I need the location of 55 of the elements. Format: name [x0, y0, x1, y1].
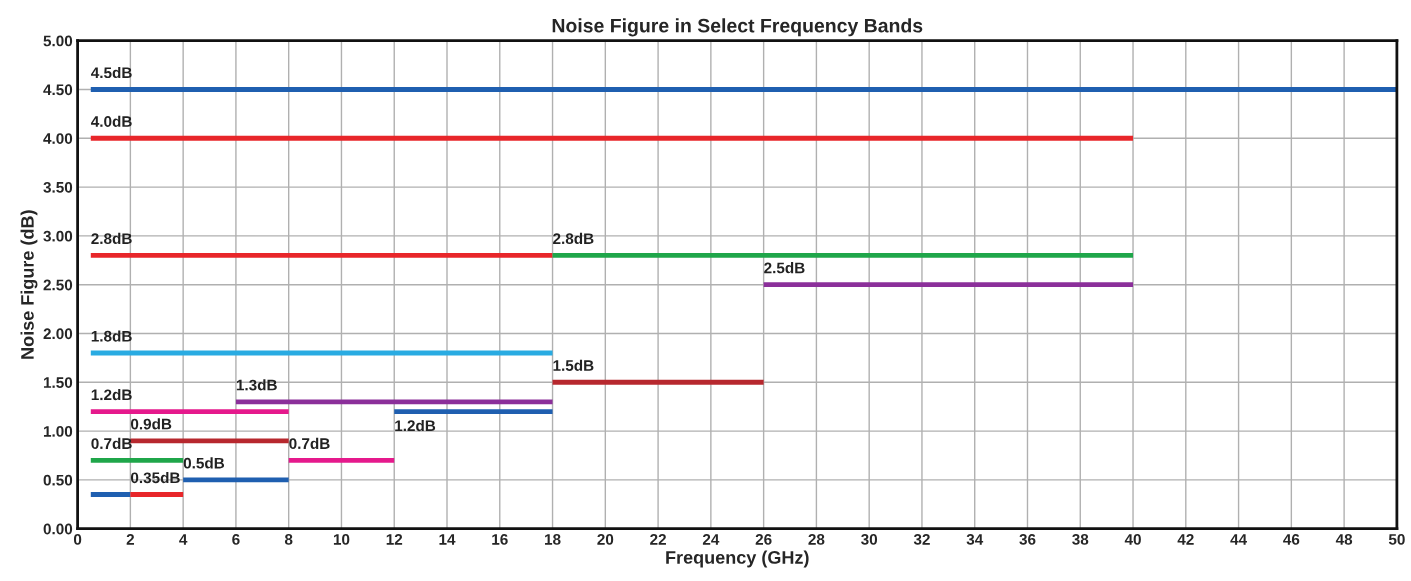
x-tick-label: 4	[179, 534, 188, 545]
data-label: 0.5dB	[183, 457, 225, 469]
data-label: 0.9dB	[130, 418, 172, 430]
x-tick-label: 14	[439, 534, 456, 545]
data-label: 4.0dB	[91, 115, 132, 127]
y-tick-label: 4.50	[43, 84, 73, 96]
x-tick-label: 48	[1335, 533, 1353, 545]
x-tick-label: 16	[492, 533, 508, 545]
data-label: 1.2dB	[91, 389, 132, 401]
x-tick-label: 8	[284, 533, 293, 545]
x-tick-label: 50	[1388, 533, 1405, 545]
x-axis-title: Frequency (GHz)	[666, 550, 809, 568]
x-tick-label: 10	[333, 533, 350, 545]
data-label: 1.5dB	[553, 359, 594, 371]
x-tick-label: 38	[1072, 533, 1089, 545]
y-tick-label: 5.00	[43, 35, 73, 47]
x-tick-label: 2	[126, 533, 135, 545]
chart-title: Noise Figure in Select Frequency Bands	[552, 18, 923, 37]
x-tick-label: 28	[808, 533, 825, 545]
x-tick-label: 20	[597, 533, 614, 545]
x-tick-label: 34	[966, 533, 984, 545]
y-tick-label: 3.50	[43, 181, 73, 193]
x-tick-label: 26	[755, 533, 772, 545]
x-tick-label: 12	[386, 533, 403, 545]
y-tick-label: 0.50	[43, 474, 73, 486]
data-label: 1.2dB	[395, 419, 436, 432]
x-tick-label: 6	[232, 533, 240, 545]
data-label: 0.7dB	[289, 437, 330, 450]
data-label: 2.8dB	[91, 232, 132, 245]
x-tick-label: 22	[650, 533, 666, 545]
data-label: 4.5dB	[91, 66, 132, 79]
x-tick-label: 0	[73, 533, 82, 545]
data-label: 0.35dB	[130, 471, 180, 484]
y-tick-label: 0.00	[43, 523, 73, 535]
x-tick-label: 40	[1124, 533, 1141, 545]
x-tick-label: 18	[545, 533, 561, 545]
x-tick-label: 32	[913, 533, 930, 545]
y-axis-title: Noise Figure (dB)	[20, 210, 38, 359]
y-tick-label: 2.50	[43, 279, 73, 291]
data-label: 2.5dB	[764, 262, 805, 274]
data-label: 2.8dB	[553, 232, 594, 245]
y-tick-label: 2.00	[43, 328, 73, 340]
y-tick-label: 3.00	[43, 230, 73, 242]
x-tick-label: 44	[1230, 534, 1247, 545]
x-tick-label: 46	[1283, 533, 1300, 545]
y-tick-label: 1.50	[43, 377, 73, 388]
x-tick-label: 42	[1177, 533, 1194, 545]
y-tick-label: 1.00	[43, 425, 73, 437]
y-tick-label: 4.00	[43, 133, 73, 144]
x-tick-label: 30	[861, 533, 878, 545]
x-tick-label: 36	[1019, 533, 1036, 545]
data-label: 1.8dB	[91, 330, 132, 342]
data-label: 0.7dB	[91, 437, 132, 450]
data-label: 1.3dB	[236, 379, 277, 391]
x-tick-label: 24	[702, 533, 720, 545]
